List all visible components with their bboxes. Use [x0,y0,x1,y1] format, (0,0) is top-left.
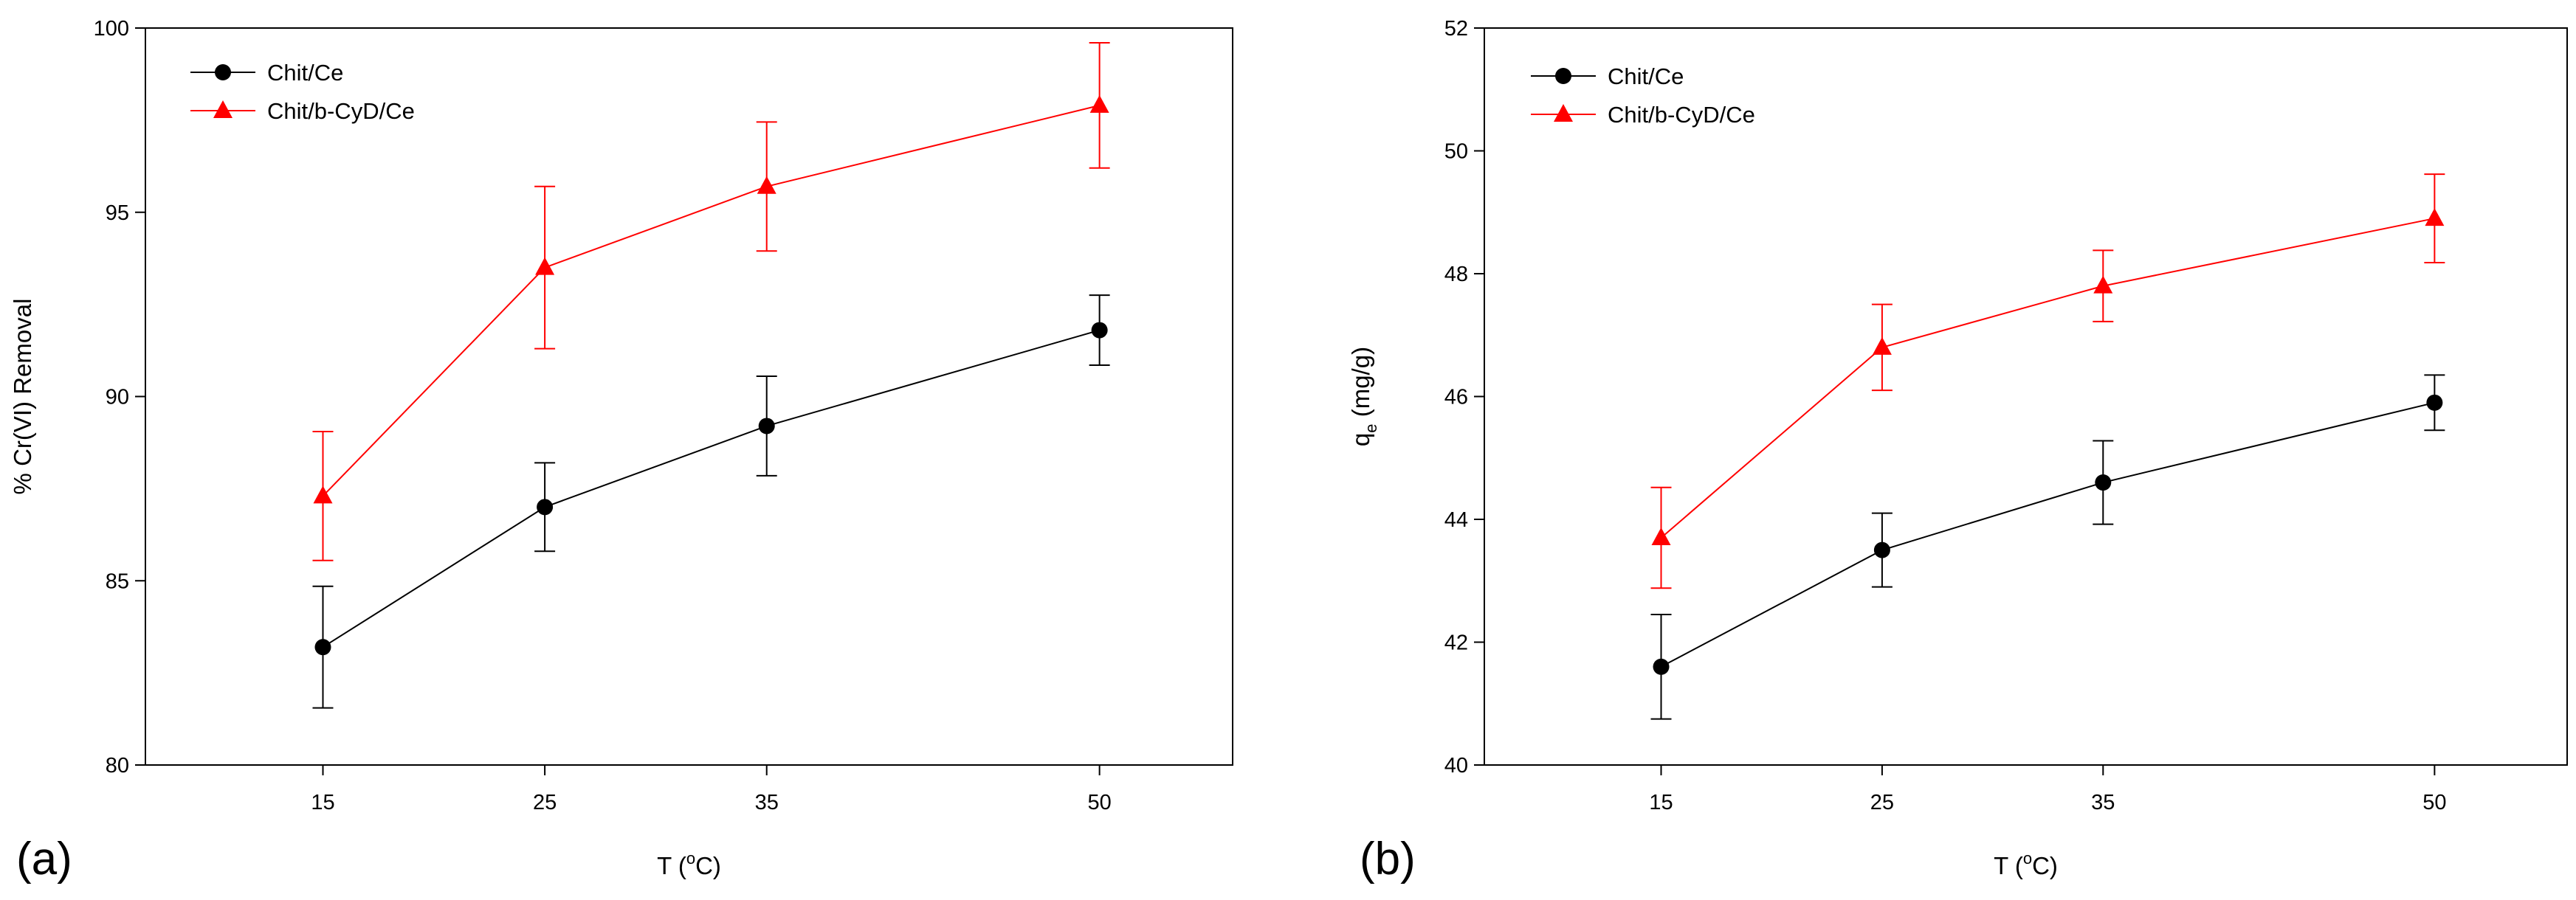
x-tick-label: 15 [311,791,334,814]
y-tick-label: 40 [1444,754,1468,778]
y-tick-label: 46 [1444,386,1468,409]
series-line [322,104,1100,497]
data-point [2095,474,2112,491]
y-axis-title-main: q [1347,433,1374,446]
legend: Chit/Ce Chit/b-CyD/Ce [190,60,415,124]
y-tick-label: 50 [1444,140,1468,164]
y-tick-label: 52 [1444,17,1468,41]
chart-panel-1: 80 85 90 95 100 15 25 35 50 T (oC) % Cr(VI) Remova… [9,17,1233,885]
data-point [1873,541,1890,558]
legend-marker [1554,104,1573,122]
panel-label: (b) [1360,834,1416,885]
y-axis-title: qe (mg/g) [1347,347,1380,446]
x-tick-label: 25 [1870,791,1894,814]
y-tick-label: 100 [94,17,129,41]
data-point [314,639,331,656]
data-point [2093,275,2113,294]
x-axis-title-prefix: T ( [657,852,686,879]
legend-marker [213,100,233,118]
series-line [1661,401,2435,668]
legend-marker [215,64,231,80]
x-axis-title-superscript: o [2023,849,2032,868]
series-2 [1650,173,2445,589]
x-tick-label: 50 [2422,791,2446,814]
x-tick-label: 25 [533,791,557,814]
legend-marker [1555,68,1571,84]
data-point [1091,322,1108,339]
data-point [535,257,555,275]
data-point [1651,527,1671,545]
plot-frame [1484,27,2568,766]
x-tick-label: 35 [2091,791,2115,814]
data-point [537,499,554,516]
series-2 [312,41,1110,561]
legend-label: Chit/Ce [267,60,343,86]
series-1 [1650,374,2445,720]
y-tick-label: 48 [1444,263,1468,286]
y-tick-label: 90 [106,386,129,409]
legend-label: Chit/b-CyD/Ce [1608,102,1755,128]
plot-frame [145,27,1233,766]
x-axis-title: T (oC) [1994,849,2058,879]
data-point [1872,336,1892,355]
x-tick-label: 50 [1087,791,1111,814]
y-axis-title: % Cr(VI) Removal [9,299,36,495]
y-tick-label: 85 [106,570,129,593]
chart-panel-2: 40 42 44 46 48 50 52 15 25 35 50 T (oC) qe (mg/g) (b)… [1347,17,2568,885]
y-tick-label: 95 [106,201,129,225]
data-point [313,485,333,504]
legend-label: Chit/b-CyD/Ce [267,98,415,124]
panel-label: (a) [16,834,72,885]
y-tick-label: 44 [1444,508,1468,532]
x-axis-title-suffix: C) [2032,852,2058,879]
x-tick-label: 35 [755,791,779,814]
data-point [757,176,776,194]
data-point [1653,658,1670,675]
y-tick-label: 42 [1444,631,1468,655]
x-axis-title: T (oC) [657,849,721,879]
data-point [2425,208,2445,226]
legend: Chit/Ce Chit/b-CyD/Ce [1531,63,1755,128]
x-axis-title-prefix: T ( [1994,852,2023,879]
series-line [1660,218,2435,539]
x-axis-title-suffix: C) [695,852,721,879]
data-point [2426,394,2443,411]
series-1 [312,294,1110,709]
x-axis-title-superscript: o [686,849,695,868]
y-axis-title-suffix: (mg/g) [1347,347,1374,424]
y-axis-title-subscript: e [1362,423,1380,432]
data-point [758,418,775,435]
legend-label: Chit/Ce [1608,63,1684,89]
y-tick-label: 80 [106,754,129,778]
data-point [1089,94,1109,113]
series-line [322,329,1100,648]
x-tick-label: 15 [1649,791,1673,814]
